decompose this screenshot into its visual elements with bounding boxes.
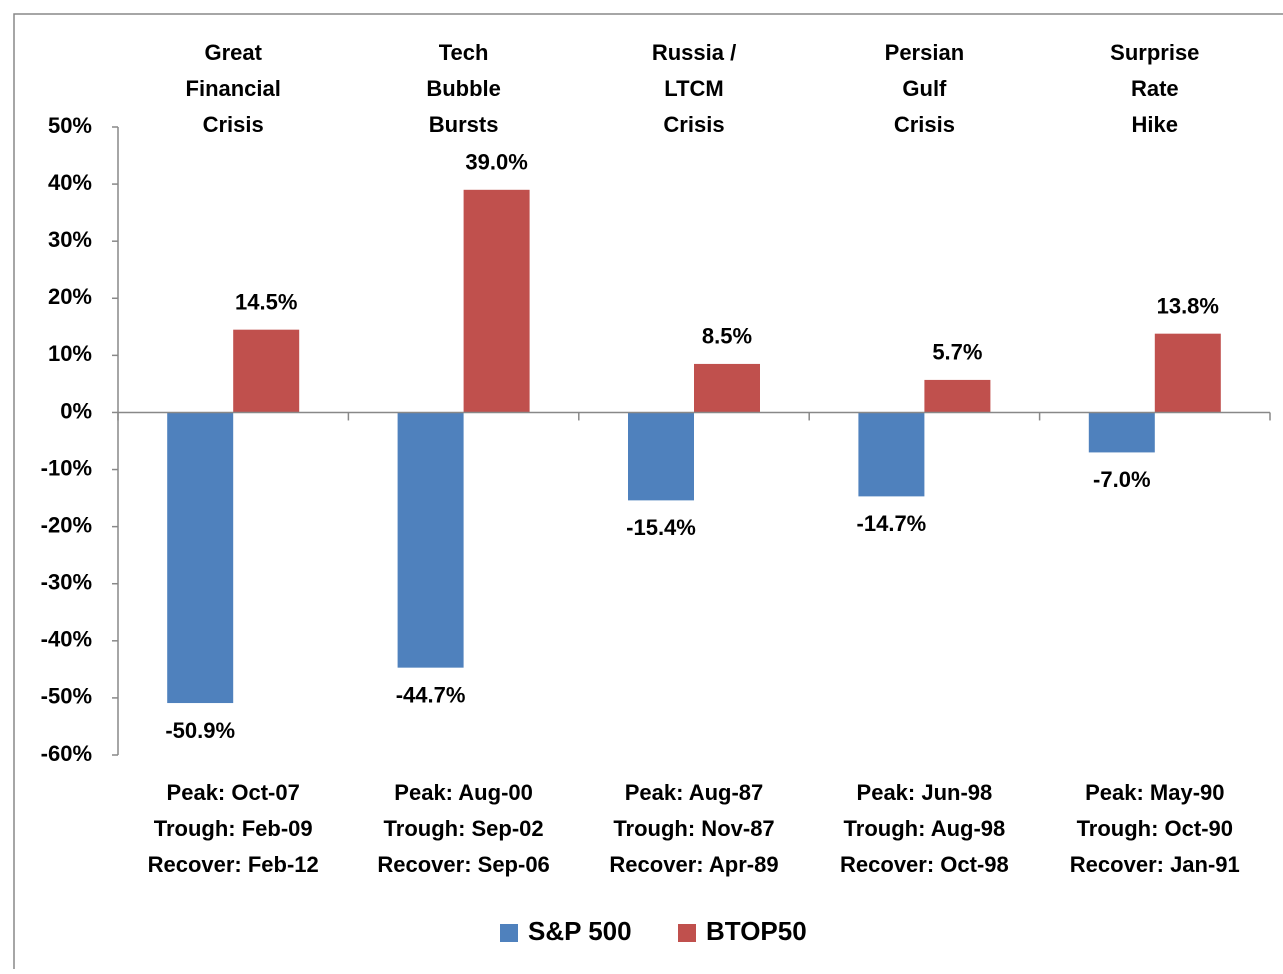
bar [694,363,760,413]
bar [1154,333,1221,413]
x-tick-label: Recover: Oct-98 [840,852,1009,877]
event-label: Financial [186,76,281,101]
value-label: -15.4% [626,515,696,540]
bar [167,412,234,704]
x-tick-label: Trough: Sep-02 [384,816,544,841]
event-label: Crisis [663,112,724,137]
y-tick-label: 40% [48,170,92,195]
legend-swatch [500,924,518,942]
event-label: Russia / [652,40,736,65]
x-tick-label: Trough: Feb-09 [154,816,313,841]
x-tick-label: Peak: Aug-00 [394,780,533,805]
legend-label: S&P 500 [528,916,632,946]
event-label: Persian [885,40,965,65]
value-label: 5.7% [932,340,982,365]
y-tick-label: 10% [48,341,92,366]
bar [463,189,530,413]
x-tick-label: Peak: Aug-87 [625,780,764,805]
value-label: -44.7% [396,682,466,707]
y-tick-label: -30% [41,570,92,595]
x-tick-label: Peak: May-90 [1085,780,1224,805]
y-tick-label: -60% [41,741,92,766]
event-label: Hike [1132,112,1178,137]
bar [397,412,464,668]
value-label: -7.0% [1093,467,1150,492]
x-tick-label: Trough: Nov-87 [613,816,774,841]
x-tick-label: Trough: Oct-90 [1077,816,1233,841]
event-label: Great [204,40,262,65]
value-label: -50.9% [165,718,235,743]
legend-swatch [678,924,696,942]
y-tick-label: 0% [60,398,92,423]
bar [1088,412,1155,453]
y-tick-label: 30% [48,227,92,252]
bar [924,379,991,413]
event-label: Bursts [429,112,499,137]
x-tick-label: Recover: Jan-91 [1070,852,1240,877]
value-label: 14.5% [235,289,297,314]
y-tick-label: -50% [41,684,92,709]
y-tick-label: -40% [41,627,92,652]
x-tick-label: Trough: Aug-98 [844,816,1006,841]
x-tick-label: Peak: Oct-07 [167,780,300,805]
value-label: -14.7% [857,511,927,536]
y-tick-label: 20% [48,284,92,309]
x-tick-label: Peak: Jun-98 [857,780,993,805]
event-label: Rate [1131,76,1179,101]
x-tick-label: Recover: Sep-06 [377,852,549,877]
x-tick-label: Recover: Apr-89 [609,852,778,877]
event-label: Surprise [1110,40,1199,65]
value-label: 39.0% [465,150,527,175]
value-label: 13.8% [1157,293,1219,318]
event-label: LTCM [664,76,723,101]
value-label: 8.5% [702,324,752,349]
bar [858,412,925,497]
event-label: Tech [439,40,489,65]
y-tick-label: -20% [41,512,92,537]
event-label: Crisis [894,112,955,137]
legend-label: BTOP50 [706,916,807,946]
bar [628,412,694,501]
y-tick-label: -10% [41,455,92,480]
x-tick-label: Recover: Feb-12 [148,852,319,877]
y-tick-label: 50% [48,113,92,138]
bar [233,329,300,413]
event-label: Gulf [902,76,947,101]
event-label: Crisis [203,112,264,137]
event-label: Bubble [426,76,501,101]
